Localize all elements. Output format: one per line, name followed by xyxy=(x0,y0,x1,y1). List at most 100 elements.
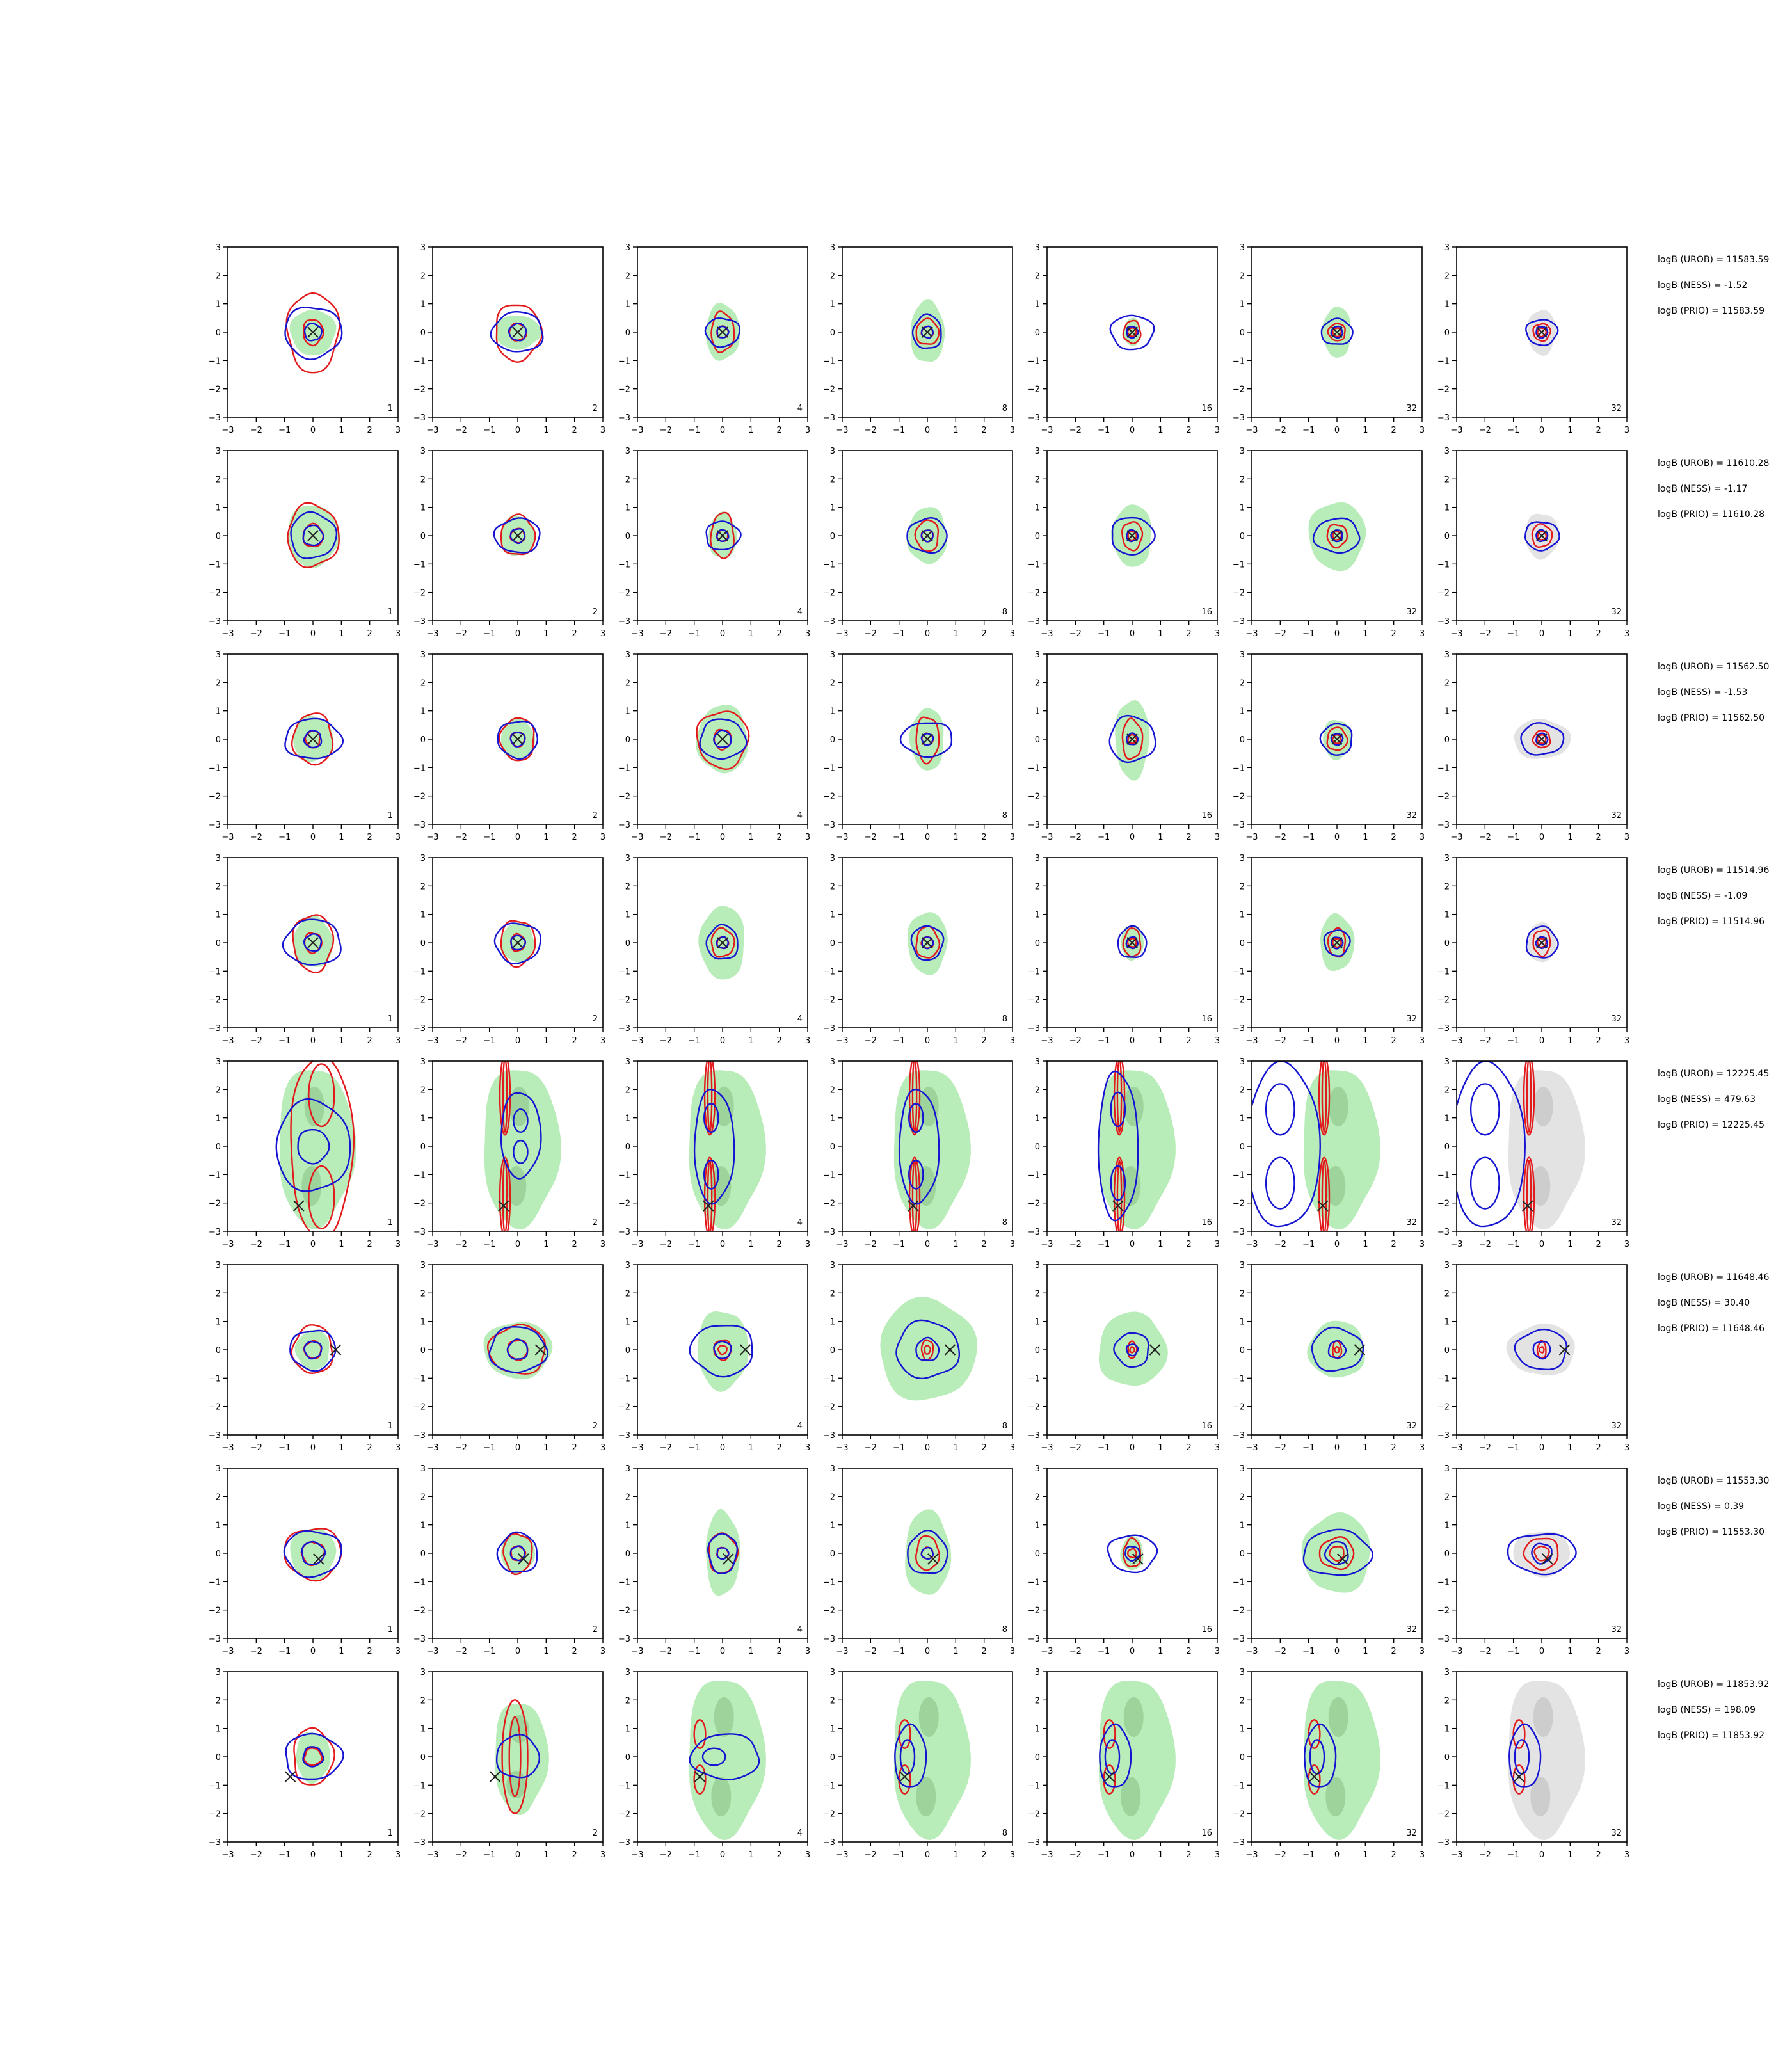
x-tick-label: 3 xyxy=(1420,426,1425,435)
y-tick-label: −1 xyxy=(1437,967,1450,977)
y-tick-label: −1 xyxy=(1233,1374,1245,1384)
y-tick-label: 0 xyxy=(1035,1346,1040,1356)
panel-label: 16 xyxy=(1201,1218,1212,1228)
x-tick-label: −1 xyxy=(483,426,495,435)
red-contour xyxy=(1526,1061,1532,1133)
y-tick-label: 0 xyxy=(216,1142,221,1152)
blue-contour xyxy=(1113,1332,1149,1368)
y-tick-label: −2 xyxy=(1233,1199,1245,1209)
blue-contour xyxy=(1304,1723,1337,1788)
y-tick-label: 1 xyxy=(216,1318,221,1327)
red-contour xyxy=(1321,1159,1327,1231)
x-tick-label: −2 xyxy=(1069,1443,1082,1453)
panel-label: 32 xyxy=(1406,1828,1417,1838)
true-value-marker xyxy=(1558,1344,1571,1356)
y-tick-label: 2 xyxy=(216,1696,221,1706)
panel-r3-c6: −3−3 −2 −2 −1 −1 0 0 1 1 2 2 3 3 32 xyxy=(1233,650,1425,842)
y-tick-label: −3 xyxy=(1233,413,1245,423)
y-tick-label: 1 xyxy=(625,504,630,513)
panel-r3-c5: −3−3 −2 −2 −1 −1 0 0 1 1 2 2 3 3 16 xyxy=(1028,650,1220,842)
y-tick-label: −2 xyxy=(209,1199,221,1209)
x-tick-label: −2 xyxy=(250,1036,262,1046)
y-tick-label: 0 xyxy=(216,939,221,948)
panel-plot-area xyxy=(1307,1320,1366,1378)
panel-label: 16 xyxy=(1201,404,1212,413)
y-tick-label: −2 xyxy=(1028,996,1040,1005)
y-tick-label: −2 xyxy=(823,1606,835,1616)
x-tick-label: −3 xyxy=(836,1240,848,1249)
x-tick-label: −3 xyxy=(1041,1647,1053,1656)
x-tick-label: −2 xyxy=(660,629,672,639)
x-tick-label: −3 xyxy=(1041,426,1053,435)
x-tick-label: 1 xyxy=(1567,1647,1572,1656)
x-tick-label: 1 xyxy=(1567,1240,1572,1249)
panel-label: 4 xyxy=(797,1625,803,1635)
x-tick-label: 3 xyxy=(1215,1036,1220,1046)
panel-label: 32 xyxy=(1406,404,1417,413)
true-value-marker xyxy=(922,326,933,338)
x-tick-label: −1 xyxy=(1302,426,1315,435)
x-tick-label: −2 xyxy=(250,1647,262,1656)
x-tick-label: 3 xyxy=(1420,1443,1425,1453)
red-contour xyxy=(915,317,940,345)
panel-label: 2 xyxy=(593,1625,598,1635)
posterior-fill-green xyxy=(1111,504,1151,567)
y-tick-label: −1 xyxy=(823,1578,835,1587)
x-tick-label: 3 xyxy=(805,1036,810,1046)
x-tick-label: −2 xyxy=(660,426,672,435)
true-value-marker xyxy=(1103,1771,1116,1782)
x-tick-label: −2 xyxy=(865,629,877,639)
x-tick-label: 3 xyxy=(1215,426,1220,435)
y-tick-label: 2 xyxy=(625,678,630,688)
x-tick-label: 3 xyxy=(805,1443,810,1453)
y-tick-label: 0 xyxy=(216,1753,221,1763)
y-tick-label: 0 xyxy=(1035,328,1040,338)
y-tick-label: −1 xyxy=(1028,1578,1040,1587)
y-tick-label: −1 xyxy=(1437,1374,1450,1384)
y-tick-label: −2 xyxy=(413,1403,426,1412)
x-tick-label: 3 xyxy=(396,426,401,435)
x-tick-label: −3 xyxy=(1245,1647,1258,1656)
x-tick-label: 2 xyxy=(367,426,372,435)
blue-contour xyxy=(282,918,342,966)
y-tick-label: 2 xyxy=(216,882,221,892)
x-tick-label: −2 xyxy=(1479,1240,1491,1249)
y-tick-label: −3 xyxy=(1028,820,1040,830)
x-tick-label: −2 xyxy=(1479,833,1491,842)
y-tick-label: 2 xyxy=(625,1696,630,1706)
y-tick-label: 1 xyxy=(1240,1725,1245,1734)
y-tick-label: 1 xyxy=(420,1725,426,1734)
y-tick-label: 0 xyxy=(1035,1549,1040,1559)
panel-plot-area xyxy=(283,1528,342,1582)
red-contour xyxy=(1318,1536,1355,1571)
x-tick-label: −3 xyxy=(221,1647,234,1656)
panel-plot-area xyxy=(497,717,539,762)
red-contour xyxy=(898,1719,911,1749)
true-value-marker xyxy=(1331,530,1343,541)
blue-contour xyxy=(920,1546,934,1560)
panel-plot-area xyxy=(698,906,744,980)
x-tick-label: −2 xyxy=(250,426,262,435)
y-tick-label: −1 xyxy=(209,764,221,773)
y-tick-label: 0 xyxy=(420,328,426,338)
y-tick-label: 0 xyxy=(1444,1549,1450,1559)
blue-contour xyxy=(1469,1083,1500,1136)
y-tick-label: −1 xyxy=(618,1374,630,1384)
y-tick-label: −2 xyxy=(1028,385,1040,395)
panel-r2-c4: −3−3 −2 −2 −1 −1 0 0 1 1 2 2 3 3 8 xyxy=(823,447,1015,639)
x-tick-label: −3 xyxy=(836,426,848,435)
y-tick-label: −3 xyxy=(1233,820,1245,830)
x-tick-label: 1 xyxy=(953,1443,958,1453)
x-tick-label: −1 xyxy=(1302,1850,1315,1860)
panel-r1-c4: −3−3 −2 −2 −1 −1 0 0 1 1 2 2 3 3 8 xyxy=(823,243,1015,435)
x-tick-label: 1 xyxy=(953,1647,958,1656)
panel-r4-c4: −3−3 −2 −2 −1 −1 0 0 1 1 2 2 3 3 8 xyxy=(823,854,1015,1046)
blue-contour xyxy=(496,1733,540,1779)
y-tick-label: 3 xyxy=(216,243,221,253)
y-tick-label: 0 xyxy=(1444,1753,1450,1763)
y-tick-label: 3 xyxy=(830,854,835,863)
blue-contour xyxy=(1457,1061,1526,1228)
blue-contour xyxy=(1323,929,1351,957)
x-tick-label: 2 xyxy=(1187,1850,1192,1860)
panel-r5-c7: −3−3 −2 −2 −1 −1 0 0 1 1 2 2 3 3 32 xyxy=(1437,1057,1629,1249)
